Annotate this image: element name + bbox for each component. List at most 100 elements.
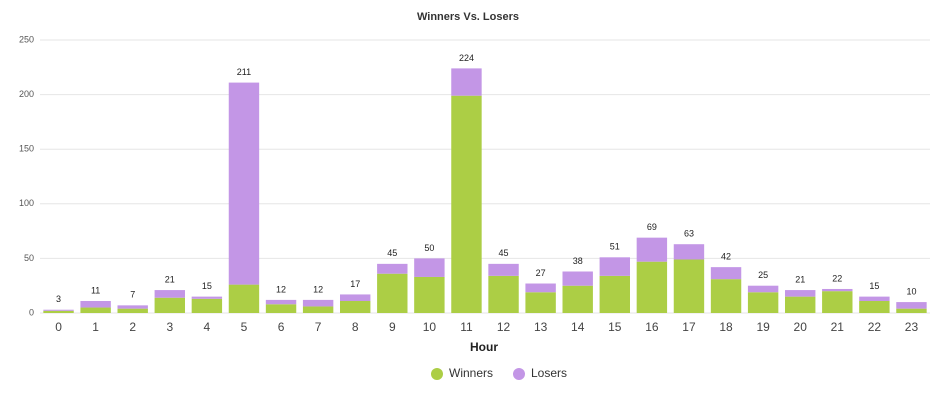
bar-segment xyxy=(377,273,408,313)
stack-label: 69 xyxy=(647,222,657,232)
bar-segment xyxy=(340,294,371,301)
legend-marker[interactable] xyxy=(431,368,443,380)
x-tick-label: 23 xyxy=(905,320,919,334)
bar-segment xyxy=(896,302,927,309)
bar-segment xyxy=(451,68,482,96)
x-tick-label: 6 xyxy=(278,320,285,334)
stack-label: 22 xyxy=(832,273,842,283)
stack-label: 45 xyxy=(499,248,509,258)
x-tick-label: 9 xyxy=(389,320,396,334)
bar-segment xyxy=(265,299,297,305)
bar-segment xyxy=(562,285,593,313)
stack-label: 63 xyxy=(684,229,694,239)
y-tick-label: 50 xyxy=(24,253,34,263)
stack-label: 21 xyxy=(795,274,805,284)
stack-label: 224 xyxy=(459,53,474,63)
stack-label: 45 xyxy=(387,248,397,258)
stack-label: 211 xyxy=(237,67,251,77)
stack-label: 38 xyxy=(573,256,583,266)
stack-label: 12 xyxy=(313,284,323,294)
bar-segment xyxy=(414,276,445,313)
bar-segment xyxy=(822,291,853,313)
x-tick-label: 2 xyxy=(129,320,136,334)
bar-segment xyxy=(414,258,445,277)
stack-label: 42 xyxy=(721,252,731,262)
legend-label[interactable]: Winners xyxy=(449,366,493,380)
bar-segment xyxy=(340,300,371,313)
bar-segment xyxy=(451,95,482,313)
bar-segment xyxy=(228,82,260,285)
bar-segment xyxy=(43,309,74,311)
y-tick-label: 200 xyxy=(19,89,34,99)
stack-label: 7 xyxy=(130,290,135,300)
bar-segment xyxy=(673,259,705,313)
legend-label[interactable]: Losers xyxy=(531,366,567,380)
x-tick-label: 5 xyxy=(241,320,248,334)
stack-label: 12 xyxy=(276,284,286,294)
bar-segment xyxy=(488,263,519,276)
bar-segment xyxy=(302,299,334,307)
bar-segment xyxy=(525,283,556,293)
bar-segment xyxy=(636,237,668,262)
bar-segment xyxy=(859,300,890,313)
bar-segment xyxy=(785,290,816,297)
bar-segment xyxy=(896,308,927,313)
bar-segment xyxy=(822,288,853,292)
bar-segment xyxy=(302,306,334,313)
x-tick-label: 17 xyxy=(682,320,696,334)
x-tick-label: 0 xyxy=(55,320,62,334)
bar-segment xyxy=(80,307,111,313)
bar-segment xyxy=(117,308,148,313)
bar-segment xyxy=(673,244,705,260)
bar-segment xyxy=(747,292,779,313)
bar-segment xyxy=(525,292,556,313)
y-tick-label: 150 xyxy=(19,144,34,154)
bar-segment xyxy=(859,296,890,301)
bar-segment xyxy=(117,305,148,309)
bar-segment xyxy=(228,284,260,313)
x-tick-label: 22 xyxy=(868,320,882,334)
stack-label: 17 xyxy=(350,279,360,289)
bar-segment xyxy=(191,298,223,313)
stack-label: 11 xyxy=(91,285,100,295)
bar-segment xyxy=(43,310,74,313)
x-axis-title: Hour xyxy=(470,340,498,354)
y-tick-label: 100 xyxy=(19,198,34,208)
x-tick-label: 11 xyxy=(460,320,473,334)
stack-label: 51 xyxy=(610,242,620,252)
bar-segment xyxy=(265,304,297,313)
x-tick-label: 8 xyxy=(352,320,359,334)
y-tick-label: 0 xyxy=(29,307,34,317)
bar-segment xyxy=(747,285,779,293)
chart-title: Winners Vs. Losers xyxy=(417,11,519,23)
x-tick-label: 10 xyxy=(423,320,437,334)
bar-segment xyxy=(488,275,519,313)
stack-label: 21 xyxy=(165,274,175,284)
x-tick-label: 14 xyxy=(571,320,585,334)
bar-segment xyxy=(785,296,816,313)
bar-segment xyxy=(599,275,630,313)
y-tick-label: 250 xyxy=(19,34,34,44)
stack-label: 27 xyxy=(536,268,546,278)
x-tick-label: 20 xyxy=(794,320,808,334)
x-tick-label: 3 xyxy=(166,320,173,334)
x-tick-label: 21 xyxy=(831,320,845,334)
x-tick-label: 19 xyxy=(756,320,770,334)
bar-segment xyxy=(710,279,742,313)
x-tick-label: 15 xyxy=(608,320,622,334)
bar-segment xyxy=(80,300,111,308)
bar-segment xyxy=(636,261,668,313)
x-tick-label: 18 xyxy=(719,320,733,334)
x-tick-label: 1 xyxy=(92,320,99,334)
legend-marker[interactable] xyxy=(513,368,525,380)
bar-segment xyxy=(154,290,185,298)
bar-segment xyxy=(377,263,408,274)
bar-segment xyxy=(599,257,630,276)
bar-segment xyxy=(710,267,742,280)
bar-segment xyxy=(154,297,185,313)
x-tick-label: 16 xyxy=(645,320,659,334)
bar-segment xyxy=(562,271,593,286)
stack-label: 10 xyxy=(906,286,916,296)
stack-label: 3 xyxy=(56,294,61,304)
